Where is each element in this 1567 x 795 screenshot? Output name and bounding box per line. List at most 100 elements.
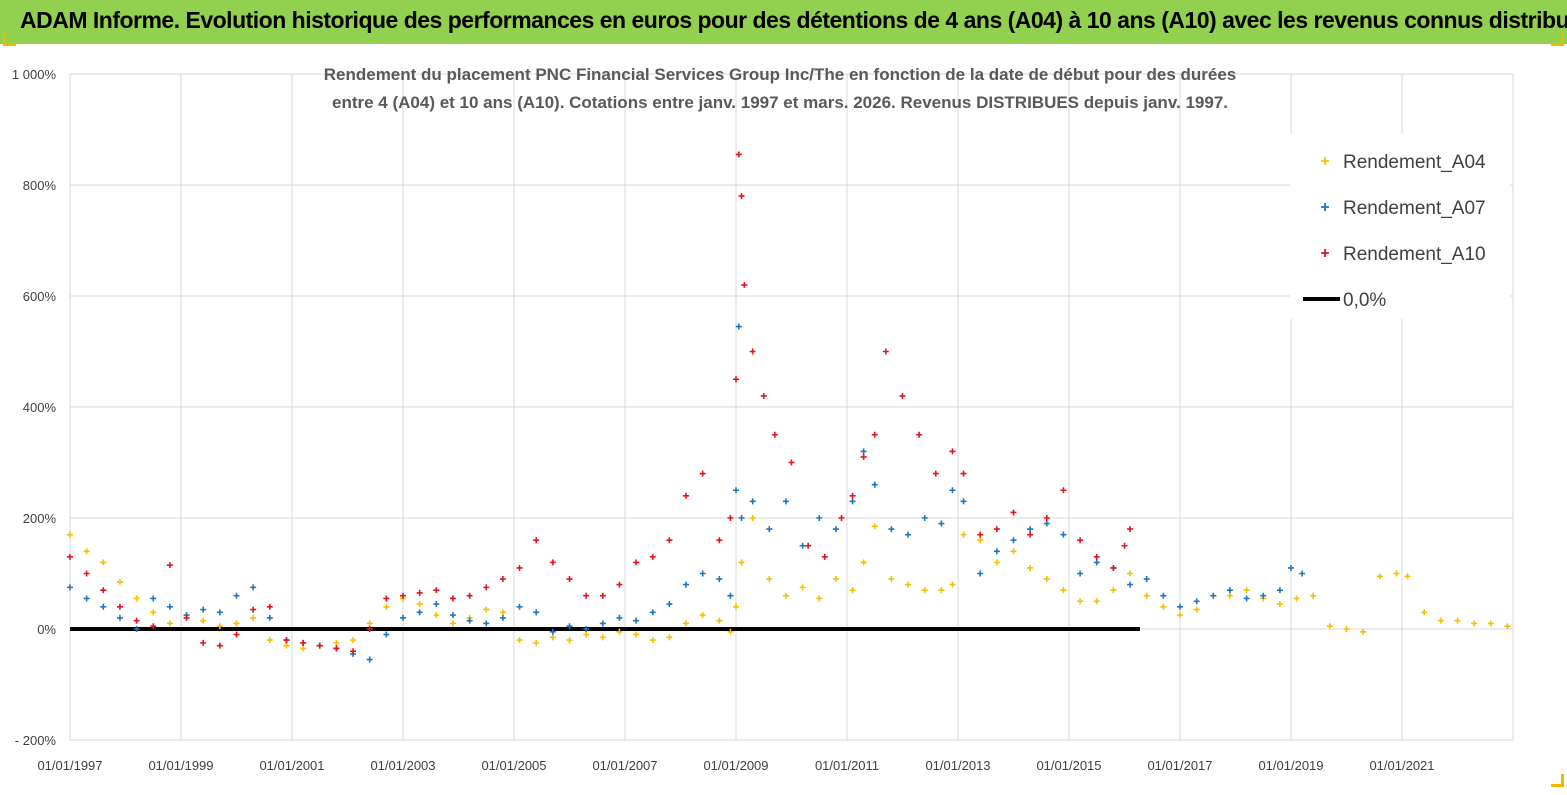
- data-point: [233, 631, 240, 638]
- data-point: [699, 470, 706, 477]
- data-point: [583, 592, 590, 599]
- data-point: [1110, 564, 1117, 571]
- data-point: [938, 587, 945, 594]
- x-tick-label: 01/01/1999: [148, 758, 213, 773]
- data-point: [499, 576, 506, 583]
- data-point: [1276, 601, 1283, 608]
- data-point: [683, 581, 690, 588]
- legend: Rendement_A04 Rendement_A07 Rendement_A10 0…: [1290, 134, 1510, 319]
- data-point: [921, 515, 928, 521]
- data-point: [1243, 595, 1250, 602]
- data-point: [1504, 623, 1511, 630]
- data-point: [1160, 592, 1167, 599]
- x-tick-label: 01/01/2019: [1258, 758, 1323, 773]
- data-points: [67, 151, 1511, 663]
- data-point: [905, 531, 912, 538]
- data-point: [100, 559, 107, 566]
- x-tick-label: 01/01/2009: [703, 758, 768, 773]
- x-tick-label: 01/01/2001: [259, 758, 324, 773]
- data-point: [871, 431, 878, 438]
- data-point: [821, 553, 828, 560]
- data-point: [516, 564, 523, 571]
- data-point: [400, 592, 406, 599]
- chart-title: Rendement du placement PNC Financial Ser…: [324, 65, 1237, 112]
- data-point: [566, 576, 573, 583]
- data-point: [150, 609, 157, 616]
- data-point: [216, 609, 223, 616]
- data-point: [1288, 564, 1294, 571]
- data-point: [116, 578, 123, 585]
- data-point: [1177, 603, 1183, 610]
- data-point: [483, 606, 490, 613]
- data-point: [993, 559, 1000, 566]
- data-point: [366, 620, 373, 627]
- data-point: [100, 587, 107, 594]
- data-point: [860, 448, 867, 455]
- data-point: [649, 637, 656, 644]
- data-point: [1243, 587, 1250, 594]
- data-point: [83, 595, 90, 602]
- data-point: [1226, 592, 1233, 599]
- data-point: [1121, 542, 1128, 549]
- data-point: [616, 628, 623, 635]
- data-point: [1360, 628, 1367, 635]
- y-tick-label: 800%: [23, 178, 57, 193]
- legend-marker: [1321, 203, 1329, 211]
- data-point: [1226, 587, 1233, 594]
- data-point: [499, 609, 506, 616]
- data-point: [1193, 606, 1200, 613]
- data-point: [1471, 620, 1478, 627]
- data-point: [1093, 598, 1100, 605]
- data-point: [533, 639, 540, 646]
- data-point: [683, 492, 690, 499]
- data-point: [350, 648, 357, 655]
- axis-ticks: - 200% 0% 200% 400% 600% 800% 1 000% 01/01/1997…: [12, 67, 1435, 773]
- data-point: [749, 515, 756, 521]
- data-point: [1060, 587, 1067, 594]
- data-point: [1077, 537, 1084, 544]
- data-point: [350, 637, 357, 644]
- data-point: [816, 515, 823, 521]
- corner-mark: [1551, 33, 1564, 46]
- data-point: [383, 595, 390, 602]
- data-point: [166, 562, 173, 569]
- data-point: [699, 612, 706, 619]
- legend-marker: [1321, 249, 1329, 257]
- data-point: [1110, 587, 1117, 594]
- data-point: [771, 431, 778, 438]
- data-point: [932, 470, 939, 477]
- data-point: [483, 584, 490, 591]
- data-point: [449, 595, 456, 602]
- data-point: [949, 448, 956, 455]
- chart-title-line: Rendement du placement PNC Financial Ser…: [324, 65, 1237, 84]
- data-point: [760, 392, 767, 399]
- data-point: [949, 487, 956, 494]
- data-point: [383, 631, 390, 638]
- corner-mark: [1551, 774, 1564, 787]
- data-point: [133, 617, 140, 624]
- data-point: [871, 481, 878, 488]
- data-point: [766, 526, 773, 533]
- data-point: [1487, 620, 1494, 627]
- data-point: [799, 584, 806, 591]
- data-point: [1260, 592, 1267, 599]
- data-point: [616, 581, 623, 588]
- data-point: [871, 523, 878, 530]
- data-point: [549, 559, 556, 566]
- data-point: [633, 631, 640, 638]
- data-point: [666, 634, 673, 641]
- data-point: [616, 614, 623, 621]
- data-point: [738, 559, 745, 566]
- data-point: [1043, 520, 1050, 527]
- x-tick-label: 01/01/2011: [815, 758, 879, 773]
- data-point: [1127, 526, 1134, 533]
- y-tick-label: - 200%: [15, 733, 57, 748]
- data-point: [433, 601, 440, 608]
- data-point: [116, 614, 123, 621]
- legend-label: Rendement_A04: [1343, 152, 1486, 173]
- data-point: [805, 542, 812, 549]
- data-point: [727, 515, 734, 521]
- data-point: [200, 617, 207, 624]
- data-point: [583, 631, 590, 638]
- data-point: [649, 609, 656, 616]
